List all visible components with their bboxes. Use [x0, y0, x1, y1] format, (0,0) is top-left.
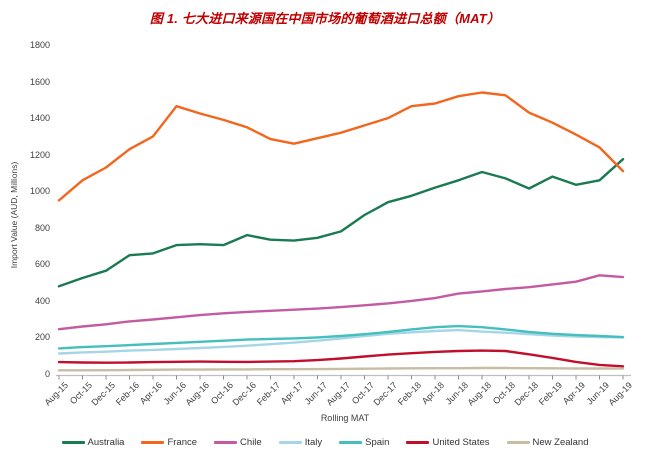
- y-tick-label: 0: [44, 369, 50, 379]
- legend-label: New Zealand: [532, 437, 589, 448]
- legend-item-france: France: [141, 437, 197, 448]
- chart-title: 图 1. 七大进口来源国在中国市场的葡萄酒进口总额（MAT）: [149, 11, 501, 26]
- legend-item-united-states: United States: [406, 437, 490, 448]
- legend-item-chile: Chile: [214, 437, 262, 448]
- y-tick-label: 800: [34, 222, 50, 233]
- y-tick-label: 1800: [29, 40, 50, 50]
- legend-label: Australia: [87, 437, 125, 448]
- legend-label: Italy: [304, 437, 323, 448]
- legend-label: Chile: [240, 437, 262, 448]
- legend-label: France: [167, 437, 198, 448]
- x-axis-title: Rolling MAT: [320, 413, 370, 423]
- series-line-australia: [57, 157, 625, 288]
- legend-swatch-australia: [61, 441, 85, 444]
- legend-swatch-france: [141, 441, 165, 444]
- legend-item-new-zealand: New Zealand: [506, 437, 589, 448]
- legend-swatch-new-zealand: [506, 441, 530, 444]
- y-tick-label: 1000: [29, 186, 50, 197]
- legend-item-italy: Italy: [278, 437, 323, 448]
- legend-item-australia: Australia: [61, 437, 125, 448]
- series-line-united-states: [57, 349, 625, 368]
- legend-label: United States: [432, 437, 490, 448]
- y-tick-label: 400: [34, 295, 50, 306]
- series-line-new-zealand: [57, 366, 625, 372]
- legend-swatch-spain: [339, 441, 363, 444]
- y-tick-label: 1400: [29, 113, 50, 124]
- legend-swatch-united-states: [406, 441, 430, 444]
- legend-swatch-italy: [278, 441, 302, 444]
- legend-swatch-chile: [214, 441, 238, 444]
- legend-item-spain: Spain: [339, 437, 389, 448]
- y-tick-label: 200: [34, 332, 50, 343]
- series-line-italy: [57, 328, 625, 355]
- legend-label: Spain: [365, 437, 390, 448]
- y-tick-label: 1600: [29, 76, 50, 87]
- y-tick-label: 600: [34, 259, 50, 270]
- series-line-chile: [57, 274, 625, 331]
- series-line-spain: [57, 324, 625, 350]
- y-tick-label: 1200: [29, 149, 50, 160]
- legend: Australia France Chile Italy Spain United Sta…: [0, 437, 650, 448]
- series-line-france: [57, 91, 625, 202]
